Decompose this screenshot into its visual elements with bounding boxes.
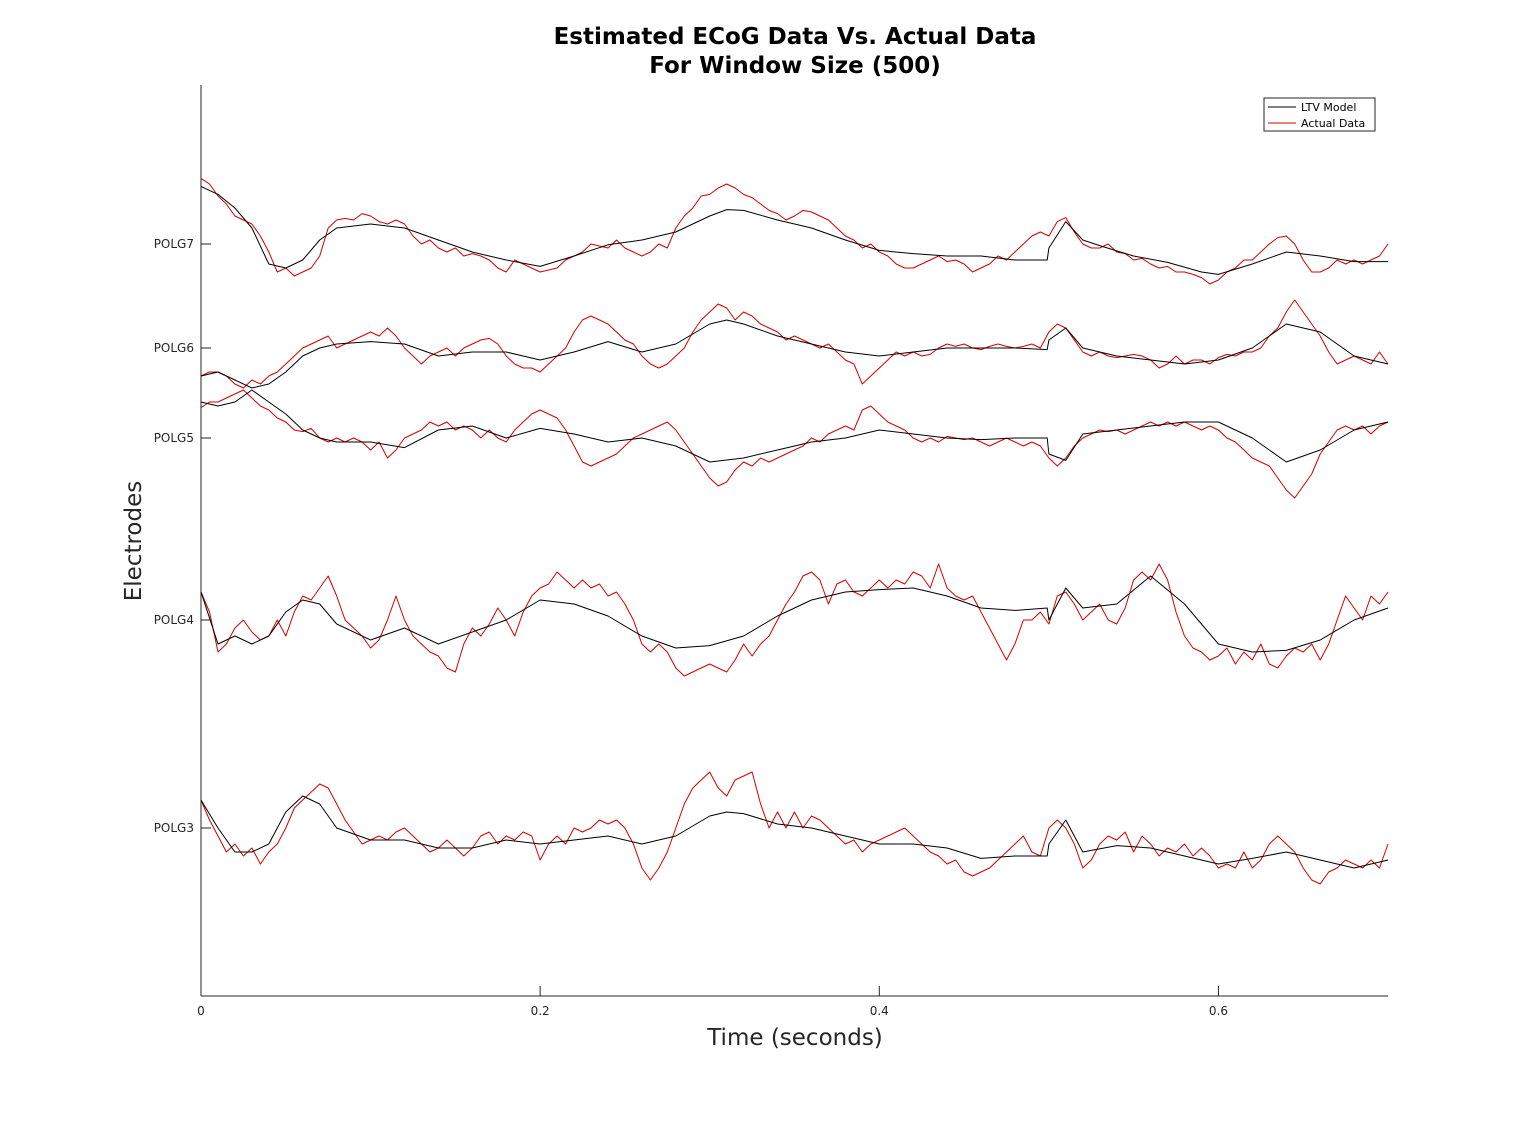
y-tick-label-polg6: POLG6 — [154, 341, 194, 355]
y-tick-label-polg3: POLG3 — [154, 821, 194, 835]
y-tick-label-polg4: POLG4 — [154, 613, 194, 627]
series-model-polg4 — [200, 575, 1389, 653]
legend-box — [1263, 97, 1376, 132]
y-axis-label: Electrodes — [121, 481, 147, 602]
y-tick-label-polg5: POLG5 — [154, 431, 194, 445]
legend-label-ltv-model: LTV Model — [1301, 101, 1356, 114]
series-actual-polg5 — [200, 389, 1389, 499]
series-actual-polg6 — [200, 299, 1389, 389]
legend: LTV Model Actual Data — [1263, 97, 1376, 132]
plot-series — [200, 177, 1389, 885]
series-model-polg6 — [200, 319, 1389, 389]
x-tick-label: 0 — [197, 1004, 205, 1018]
x-tick-label: 0.6 — [1209, 1004, 1228, 1018]
series-model-polg3 — [200, 795, 1389, 869]
series-actual-polg3 — [200, 771, 1389, 885]
y-tick-label-polg7: POLG7 — [154, 237, 194, 251]
chart-title-line-2: For Window Size (500) — [649, 53, 941, 79]
x-tick-label: 0.2 — [531, 1004, 550, 1018]
series-model-polg7 — [200, 185, 1388, 275]
series-actual-polg7 — [200, 177, 1389, 285]
series-model-polg5 — [200, 389, 1389, 463]
x-axis-label: Time (seconds) — [706, 1025, 883, 1051]
series-actual-polg4 — [200, 563, 1389, 677]
y-axis-ticks: POLG7 POLG6 POLG5 POLG4 POLG3 — [154, 237, 211, 835]
legend-label-actual-data: Actual Data — [1301, 117, 1365, 130]
x-tick-label: 0.4 — [870, 1004, 889, 1018]
chart-title-line-1: Estimated ECoG Data Vs. Actual Data — [554, 24, 1037, 50]
x-axis-ticks: 0 0.2 0.4 0.6 — [197, 986, 1228, 1018]
